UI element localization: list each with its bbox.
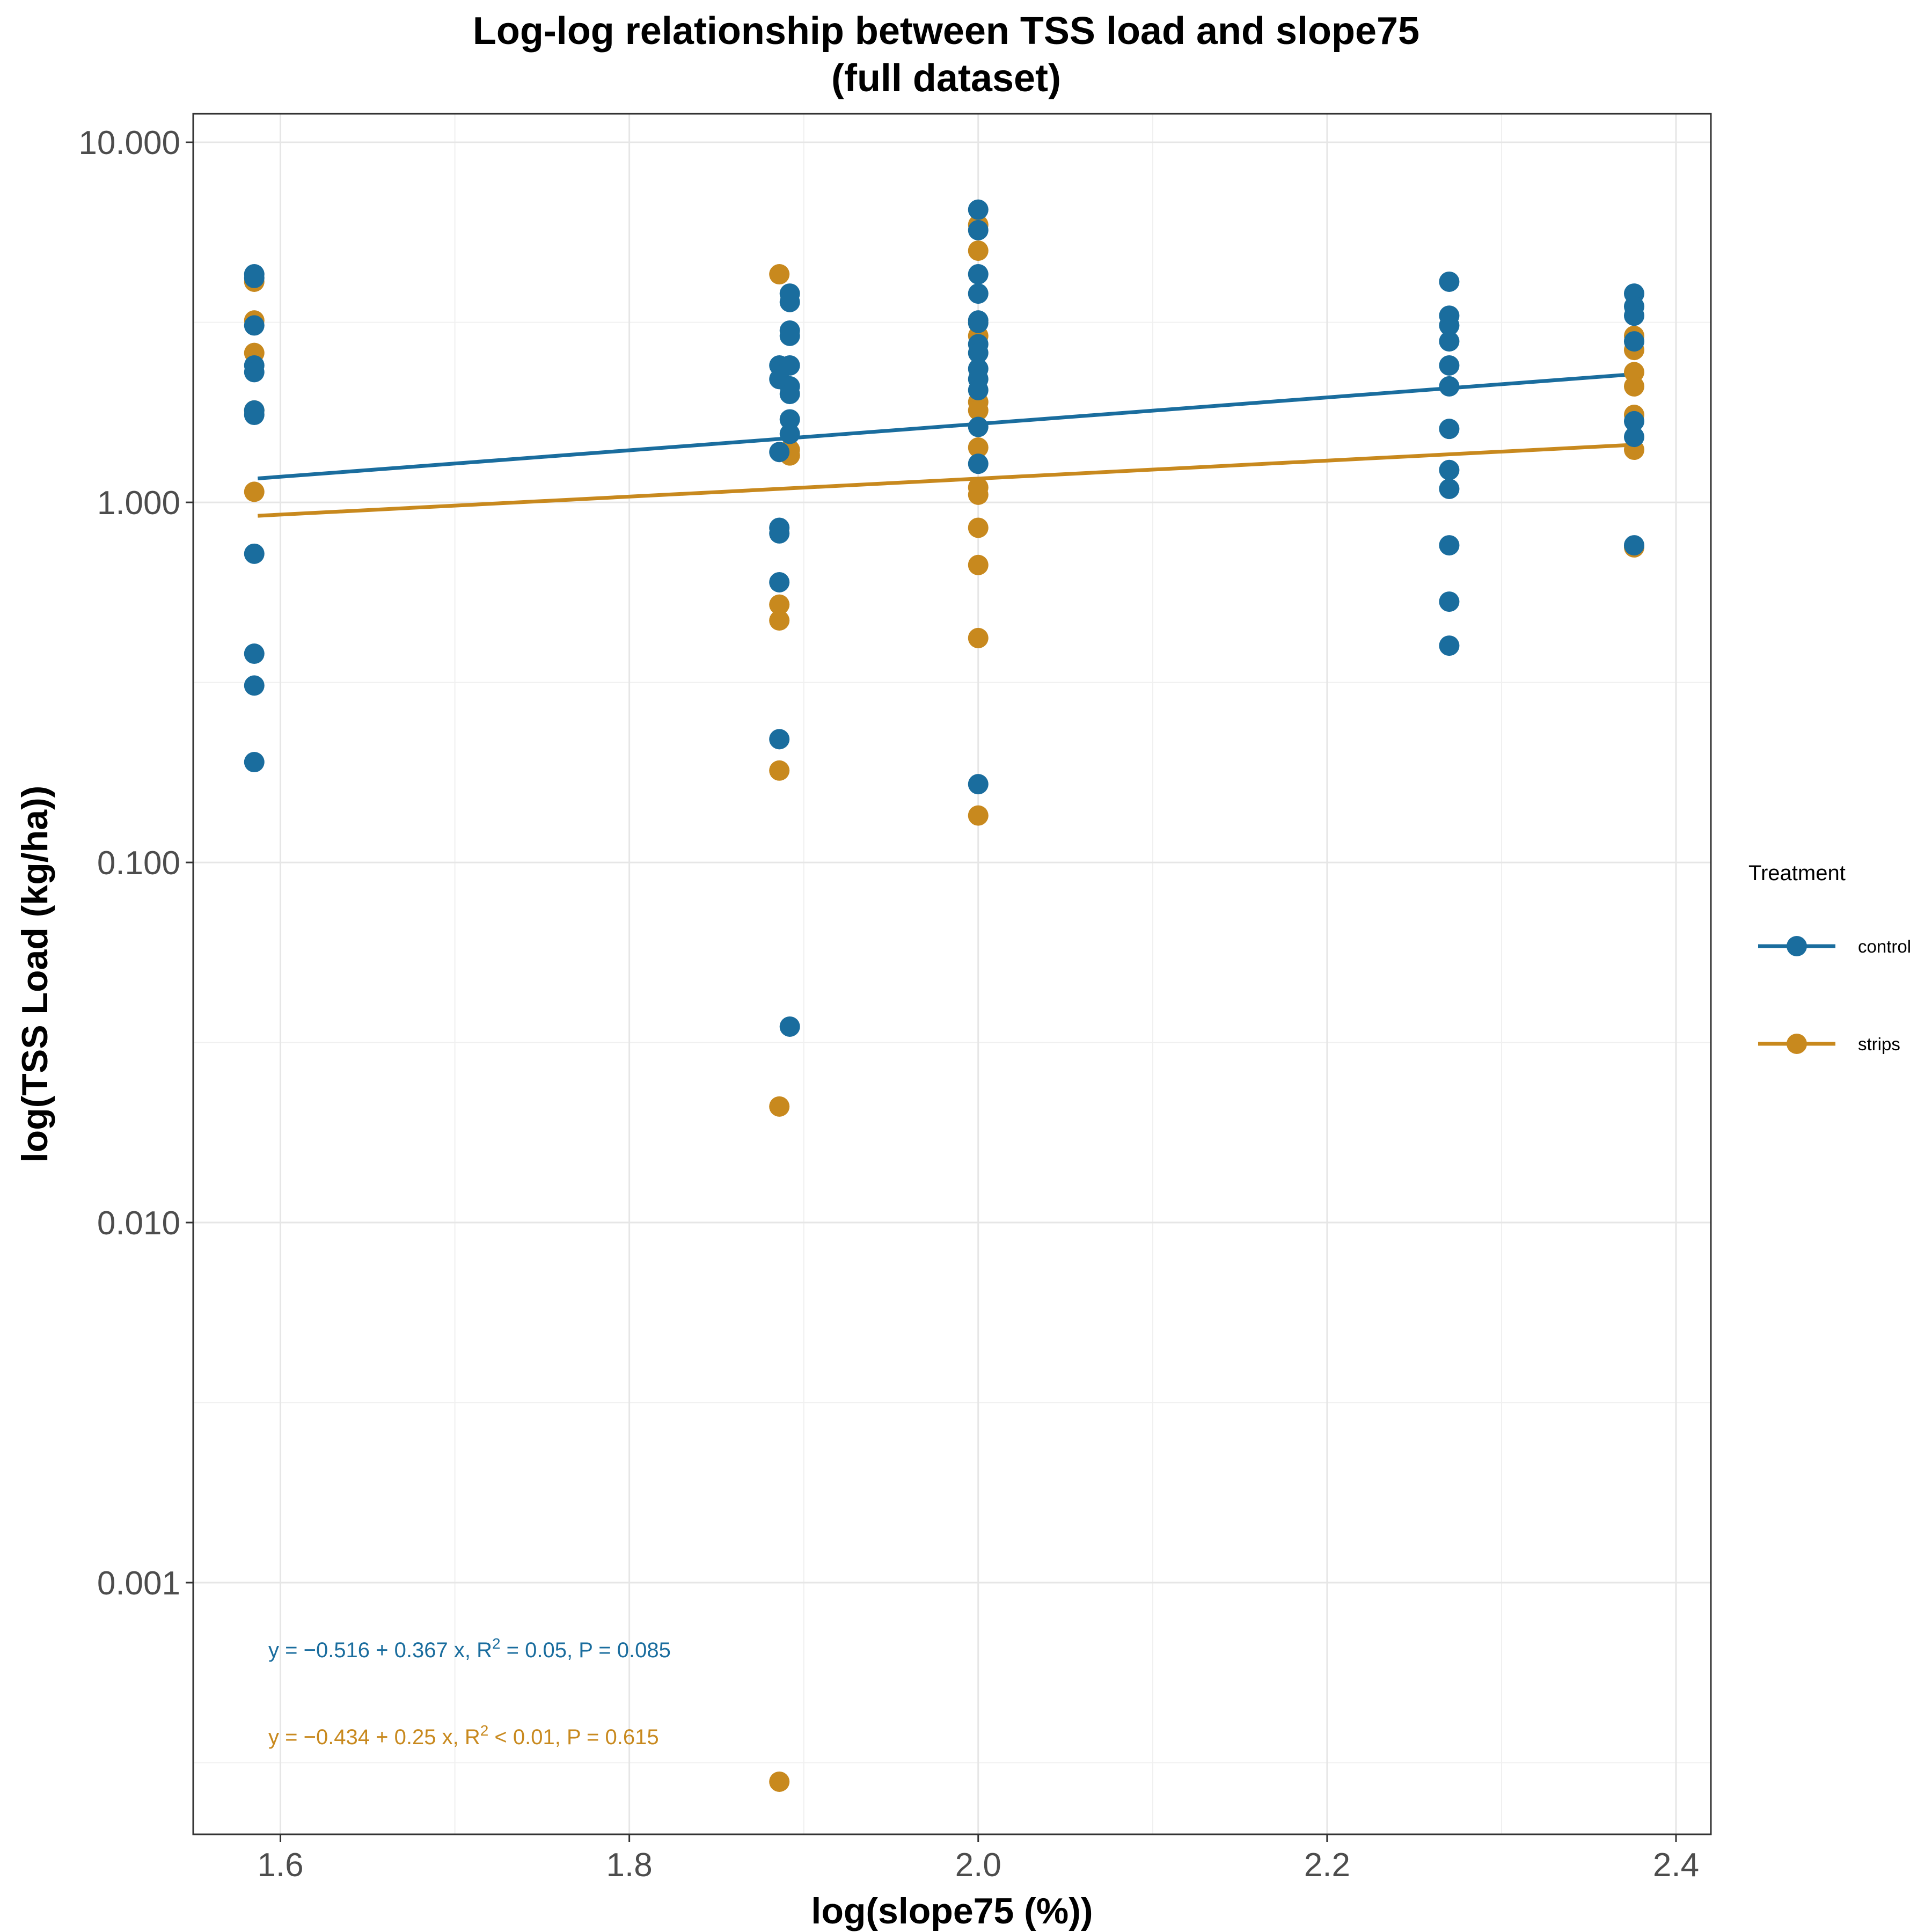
chart-title-line-1: Log-log relationship between TSS load an… [473,10,1419,53]
point-control [779,325,800,346]
point-control [769,572,790,592]
point-control [779,423,800,444]
point-control [1439,331,1460,352]
point-control [244,405,265,426]
legend-title: Treatment [1748,861,1846,885]
point-strips [968,240,989,261]
legend-label: strips [1858,1034,1900,1054]
points-layer [244,199,1644,1792]
y-tick-label: 0.001 [97,1565,180,1602]
point-control [244,643,265,664]
point-control [769,729,790,750]
panel-border [192,113,1712,1835]
point-control [244,267,265,288]
y-tick-label: 0.100 [97,845,180,882]
point-strips [769,594,790,615]
point-control [1623,535,1644,556]
point-control [779,409,800,430]
legend-item-strips: strips [1758,1034,1900,1054]
point-control [1439,419,1460,440]
x-tick-label: 2.0 [955,1847,1001,1884]
y-tick-label: 1.000 [97,485,180,522]
chart-title-line-2: (full dataset) [831,57,1061,100]
x-tick-label: 1.6 [257,1847,303,1884]
point-control [968,379,989,400]
y-tick-label: 0.010 [97,1205,180,1242]
point-control [769,523,790,544]
point-strips [968,517,989,538]
fit-line-control [258,372,1635,481]
point-strips [968,437,989,458]
point-strips [244,481,265,502]
point-strips [769,1771,790,1792]
point-control [1439,478,1460,499]
point-control [779,1016,800,1037]
y-tick-label: 10.000 [78,125,180,162]
point-control [968,342,989,363]
equation-strips: y = −0.434 + 0.25 x, R2 < 0.01, P = 0.61… [268,1722,659,1749]
point-strips [1623,376,1644,397]
x-tick-label: 1.8 [606,1847,653,1884]
point-control [1623,331,1644,352]
point-strips [769,760,790,781]
x-tick-label: 2.2 [1304,1847,1350,1884]
point-control [1439,591,1460,612]
point-strips [968,805,989,826]
point-control [244,362,265,383]
point-strips [968,627,989,648]
point-control [244,675,265,696]
equation-control: y = −0.516 + 0.367 x, R2 = 0.05, P = 0.0… [268,1635,671,1662]
legend-label: control [1858,936,1911,956]
x-tick-label: 2.4 [1653,1847,1699,1884]
point-control [779,291,800,312]
legend-key-point [1787,1034,1807,1054]
point-control [968,416,989,437]
point-control [1439,271,1460,292]
grid-layer [193,114,1711,1834]
y-axis: 0.001 0.010 0.100 1.000 10.000 [78,125,193,1602]
point-strips [968,554,989,575]
point-control [244,315,265,336]
point-control [968,453,989,474]
point-control [1439,635,1460,656]
point-strips [769,610,790,631]
point-control [968,219,989,240]
point-control [968,199,989,220]
point-strips [1623,362,1644,383]
point-control [1439,459,1460,480]
point-control [1623,427,1644,448]
legend: Treatment control strips [1748,861,1911,1054]
point-control [968,312,989,333]
point-strips [769,264,790,285]
x-axis: 1.6 1.8 2.0 2.2 2.4 [257,1834,1699,1884]
point-control [244,543,265,564]
y-axis-title: log(TSS Load (kg/ha)) [14,786,55,1163]
fit-line-strips [258,443,1635,518]
point-strips [769,1096,790,1117]
x-axis-title: log(slope75 (%)) [811,1891,1093,1931]
point-control [1439,535,1460,556]
point-control [769,442,790,463]
point-strips [968,400,989,421]
point-control [968,264,989,285]
legend-items: control strips [1758,936,1911,1054]
legend-key-point [1787,936,1807,956]
point-control [968,774,989,795]
point-strips [968,484,989,505]
point-control [1623,305,1644,326]
point-control [1623,411,1644,431]
point-control [779,355,800,376]
point-control [244,752,265,773]
point-control [968,283,989,304]
point-control [1439,376,1460,397]
point-control [1439,355,1460,376]
point-control [1439,315,1460,336]
legend-item-control: control [1758,936,1911,956]
point-control [779,384,800,405]
fit-line-layer [258,372,1635,518]
